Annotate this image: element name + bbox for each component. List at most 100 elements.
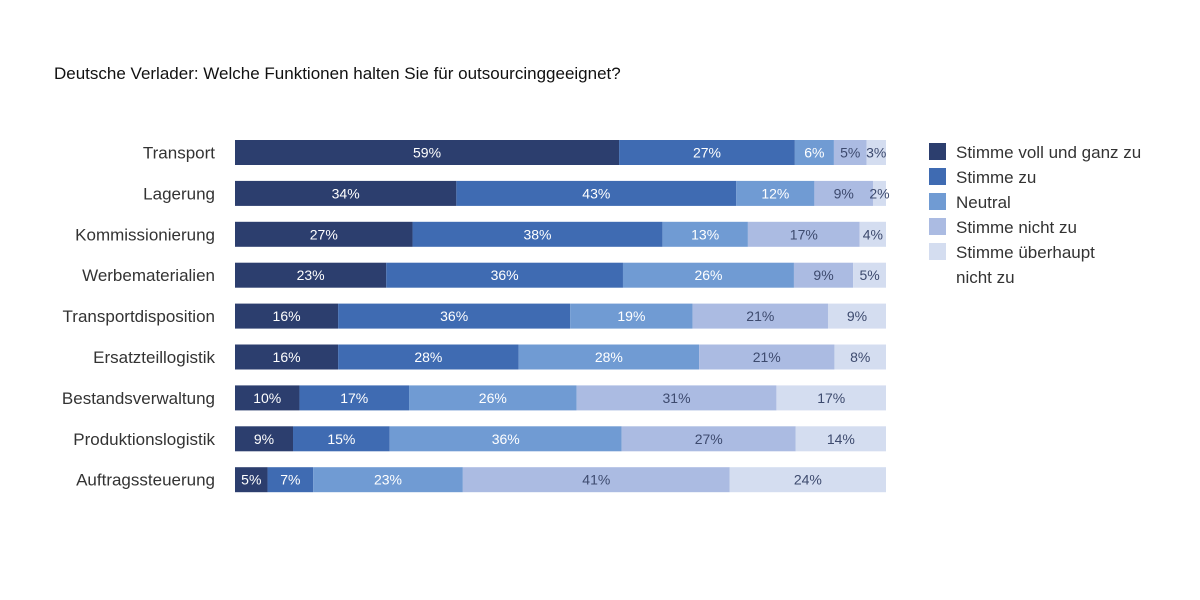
legend-label: Stimme nicht zu — [956, 218, 1077, 237]
legend-swatch — [929, 218, 946, 235]
data-label: 16% — [273, 308, 301, 324]
data-label: 36% — [440, 308, 468, 324]
bar-segment — [814, 180, 873, 206]
data-label: 13% — [691, 226, 719, 242]
category-label: Ersatzteillogistik — [93, 348, 215, 367]
bar-segment — [518, 344, 700, 370]
category-label: Lagerung — [143, 184, 215, 203]
bar-segment — [736, 180, 815, 206]
data-label: 41% — [582, 472, 610, 488]
category-label: Transport — [143, 144, 215, 163]
bar-segment — [833, 140, 867, 165]
data-label: 31% — [663, 390, 691, 406]
data-label: 9% — [813, 267, 833, 283]
data-label: 17% — [790, 226, 818, 242]
category-label: Auftragssteuerung — [76, 471, 215, 490]
bar-segment — [235, 180, 457, 206]
bar-segment — [235, 303, 339, 329]
bar-segment — [235, 467, 268, 493]
bar-segment — [235, 262, 387, 288]
bar-segment — [235, 426, 294, 452]
legend-label: Stimme zu — [956, 168, 1036, 187]
data-label: 12% — [761, 185, 789, 201]
legend-label: nicht zu — [956, 268, 1015, 287]
bar-segment — [747, 221, 860, 247]
bar-segment — [795, 426, 886, 452]
category-label: Produktionslogistik — [73, 430, 215, 449]
data-label: 5% — [840, 145, 860, 161]
data-label: 8% — [850, 349, 870, 365]
data-label: 36% — [492, 431, 520, 447]
legend-swatch — [929, 168, 946, 185]
category-label: Werbematerialien — [82, 266, 215, 285]
bar-segment — [827, 303, 886, 329]
data-label: 21% — [746, 308, 774, 324]
legend-label: Stimme überhaupt — [956, 243, 1095, 262]
bar-segment — [859, 221, 886, 247]
bar-segment — [293, 426, 390, 452]
data-label: 17% — [340, 390, 368, 406]
bar-segment — [235, 385, 300, 411]
bar-segment — [776, 385, 886, 411]
data-label: 21% — [753, 349, 781, 365]
bar-segment — [235, 344, 339, 370]
data-label: 27% — [695, 431, 723, 447]
bar-segment — [729, 467, 886, 493]
data-label: 26% — [694, 267, 722, 283]
data-label: 2% — [869, 185, 889, 201]
bar-segment — [412, 221, 663, 247]
bar-segment — [834, 344, 886, 370]
bar-segment — [456, 180, 737, 206]
bar-segment — [570, 303, 693, 329]
data-label: 23% — [374, 472, 402, 488]
data-label: 6% — [804, 145, 824, 161]
bar-segment — [872, 180, 886, 206]
bar-segment — [235, 221, 413, 247]
data-label: 9% — [254, 431, 274, 447]
data-label: 16% — [273, 349, 301, 365]
legend-swatch — [929, 243, 946, 260]
bar-segment — [386, 262, 623, 288]
bar-segment — [389, 426, 622, 452]
data-label: 26% — [479, 390, 507, 406]
data-label: 17% — [817, 390, 845, 406]
bar-segment — [692, 303, 828, 329]
data-label: 27% — [310, 226, 338, 242]
bar-segment — [267, 467, 314, 493]
bar-segment — [794, 140, 834, 165]
bar-segment — [699, 344, 835, 370]
data-label: 10% — [253, 390, 281, 406]
bar-segment — [462, 467, 730, 493]
data-label: 36% — [491, 267, 519, 283]
data-label: 5% — [859, 267, 879, 283]
data-label: 9% — [847, 308, 867, 324]
data-label: 3% — [866, 145, 886, 161]
legend-label: Stimme voll und ganz zu — [956, 143, 1141, 162]
bar-segment — [338, 344, 519, 370]
bar-segment — [313, 467, 463, 493]
bar-segment — [621, 426, 796, 452]
bar-segment — [619, 140, 795, 165]
data-label: 27% — [693, 145, 721, 161]
data-label: 28% — [414, 349, 442, 365]
legend-label: Neutral — [956, 193, 1011, 212]
data-label: 38% — [523, 226, 551, 242]
data-label: 23% — [297, 267, 325, 283]
data-label: 9% — [834, 185, 854, 201]
data-label: 43% — [582, 185, 610, 201]
bar-segment — [235, 140, 620, 165]
legend-swatch — [929, 143, 946, 160]
data-label: 5% — [241, 472, 261, 488]
data-label: 4% — [863, 226, 883, 242]
bar-segment — [853, 262, 886, 288]
category-label: Transportdisposition — [63, 307, 215, 326]
chart-title: Deutsche Verlader: Welche Funktionen hal… — [54, 64, 621, 83]
bar-segment — [338, 303, 571, 329]
bar-segment — [622, 262, 794, 288]
data-label: 19% — [617, 308, 645, 324]
data-label: 24% — [794, 472, 822, 488]
bar-segment — [662, 221, 748, 247]
legend-swatch — [929, 193, 946, 210]
data-label: 34% — [332, 185, 360, 201]
